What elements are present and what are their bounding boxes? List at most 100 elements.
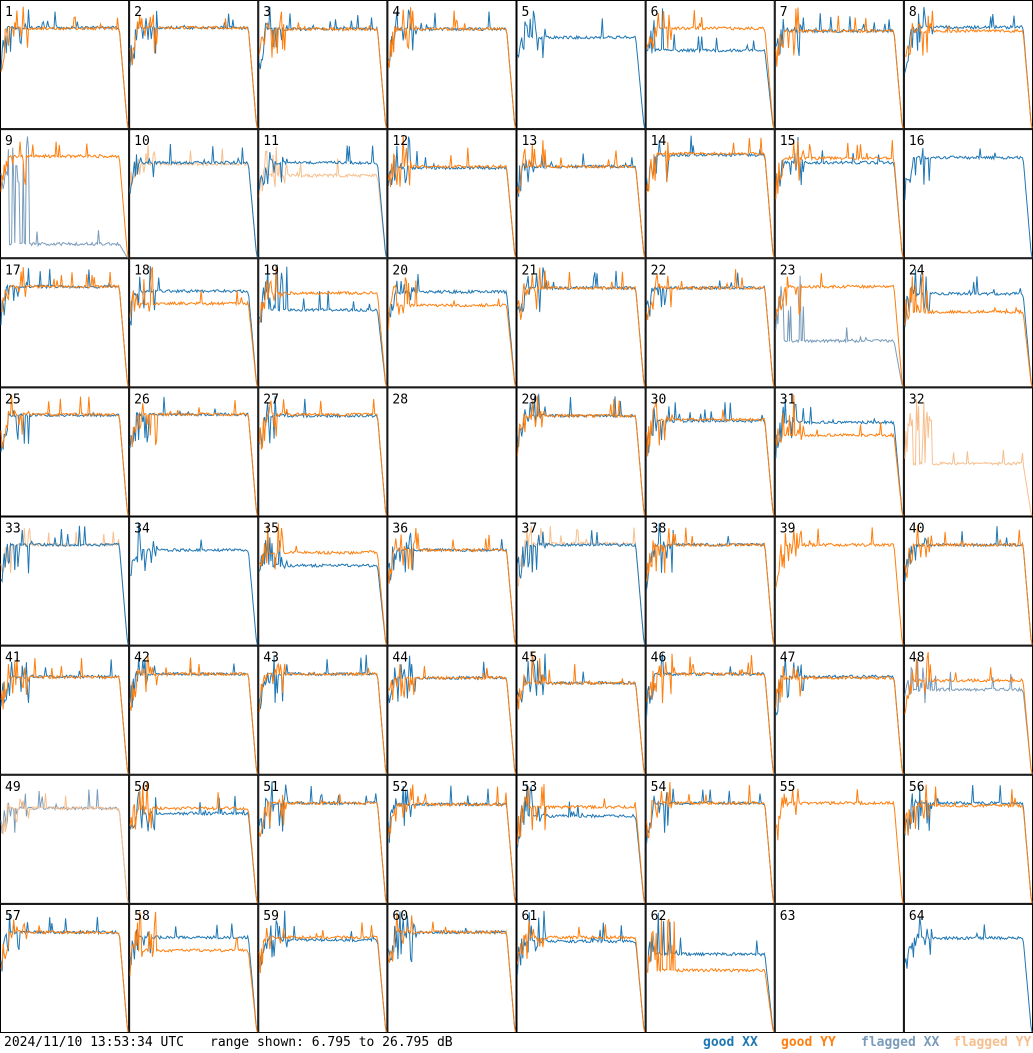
good-xx-line bbox=[904, 147, 1033, 258]
good-xx-line bbox=[258, 264, 387, 387]
panel-frame bbox=[129, 903, 259, 1033]
panel-frame bbox=[129, 516, 259, 646]
good-yy-line bbox=[387, 7, 516, 129]
range-shown: range shown: 6.795 to 26.795 dB bbox=[210, 1035, 453, 1050]
panel-frame bbox=[516, 774, 646, 904]
panel-number: 34 bbox=[134, 522, 150, 537]
good-yy-line bbox=[646, 269, 775, 387]
panel-number: 28 bbox=[392, 392, 408, 407]
panel-frame bbox=[645, 903, 775, 1033]
flagged-yy-line bbox=[517, 525, 646, 645]
panel-number: 5 bbox=[522, 5, 530, 20]
good-yy-line bbox=[775, 273, 904, 387]
good-yy-line bbox=[775, 527, 904, 645]
panel-number: 19 bbox=[263, 263, 279, 278]
flagged-yy-line bbox=[0, 528, 129, 645]
panel-frame bbox=[387, 258, 517, 388]
good-xx-line bbox=[129, 143, 258, 258]
legend-flagged-yy: flagged YY bbox=[953, 1035, 1032, 1050]
good-xx-line bbox=[517, 153, 646, 258]
panel-number: 46 bbox=[651, 651, 667, 666]
panel-number: 53 bbox=[522, 780, 538, 795]
good-yy-line bbox=[646, 653, 775, 774]
good-xx-line bbox=[517, 910, 646, 1033]
panel-frame bbox=[516, 645, 646, 775]
good-yy-line bbox=[387, 277, 516, 387]
panel-frame bbox=[645, 0, 775, 130]
panel-number: 17 bbox=[5, 263, 21, 278]
good-xx-line bbox=[258, 145, 387, 258]
good-xx-line bbox=[517, 530, 646, 645]
good-yy-line bbox=[517, 652, 646, 774]
legend-good-xx: good XX bbox=[703, 1035, 758, 1050]
legend-good-yy: good YY bbox=[781, 1035, 836, 1050]
panel-number: 25 bbox=[5, 392, 21, 407]
good-xx-line bbox=[258, 396, 387, 516]
good-yy-line bbox=[388, 664, 516, 774]
good-yy-line bbox=[517, 267, 646, 387]
panel-frame bbox=[258, 645, 388, 775]
good-yy-line bbox=[904, 652, 1033, 774]
good-yy-line bbox=[775, 788, 904, 903]
good-yy-line bbox=[517, 140, 646, 258]
panel-number: 41 bbox=[5, 651, 21, 666]
panel-number: 14 bbox=[651, 134, 667, 149]
good-yy-line bbox=[646, 781, 775, 903]
panel-frame bbox=[516, 516, 646, 646]
panel-number: 22 bbox=[651, 263, 667, 278]
good-yy-line bbox=[646, 10, 775, 129]
good-xx-line bbox=[517, 784, 646, 903]
panel-frame bbox=[516, 258, 646, 388]
good-yy-line bbox=[129, 656, 258, 774]
panel-frame bbox=[0, 0, 130, 130]
panel-number: 60 bbox=[392, 909, 408, 924]
good-yy-line bbox=[129, 911, 258, 1033]
good-xx-line bbox=[258, 536, 387, 645]
good-xx-line bbox=[646, 653, 775, 774]
good-yy-line bbox=[258, 265, 387, 387]
legend-flagged-xx: flagged XX bbox=[861, 1035, 940, 1050]
panel-frame bbox=[516, 387, 646, 517]
panel-frame bbox=[258, 0, 388, 130]
panel-number: 10 bbox=[134, 134, 150, 149]
panel-number: 52 bbox=[392, 780, 408, 795]
panel-frame bbox=[129, 0, 259, 130]
good-yy-line bbox=[517, 920, 646, 1033]
good-yy-line bbox=[517, 395, 646, 516]
panel-frame bbox=[516, 129, 646, 259]
good-yy-line bbox=[0, 6, 129, 129]
panel-number: 7 bbox=[780, 5, 788, 20]
panel-number: 47 bbox=[780, 651, 796, 666]
panel-number: 12 bbox=[392, 134, 408, 149]
panel-frame bbox=[258, 903, 388, 1033]
good-yy-line bbox=[258, 11, 387, 129]
panel-frame bbox=[516, 0, 646, 130]
panel-frame bbox=[774, 516, 904, 646]
panel-number: 45 bbox=[522, 651, 538, 666]
good-xx-line bbox=[258, 6, 387, 129]
panel-number: 63 bbox=[780, 909, 796, 924]
good-xx-line bbox=[646, 523, 775, 645]
panel-number: 20 bbox=[392, 263, 408, 278]
panel-frame bbox=[258, 516, 388, 646]
panel-number: 64 bbox=[909, 909, 925, 924]
panel-number: 38 bbox=[651, 522, 667, 537]
good-yy-line bbox=[646, 527, 775, 645]
panel-number: 42 bbox=[134, 651, 150, 666]
panel-number: 58 bbox=[134, 909, 150, 924]
panel-frame bbox=[774, 774, 904, 904]
panel-frame bbox=[0, 774, 130, 904]
panel-frame bbox=[387, 903, 517, 1033]
panel-number: 57 bbox=[5, 909, 21, 924]
panel-number: 55 bbox=[780, 780, 796, 795]
panel-number: 56 bbox=[909, 780, 925, 795]
flagged-yy-line bbox=[904, 399, 1033, 516]
panel-number: 3 bbox=[263, 5, 271, 20]
good-xx-line bbox=[904, 269, 1033, 387]
panel-frame bbox=[129, 774, 259, 904]
panel-frame bbox=[258, 774, 388, 904]
good-xx-line bbox=[0, 410, 129, 516]
panel-number: 6 bbox=[651, 5, 659, 20]
panel-frame bbox=[0, 258, 130, 388]
good-xx-line bbox=[258, 910, 387, 1033]
